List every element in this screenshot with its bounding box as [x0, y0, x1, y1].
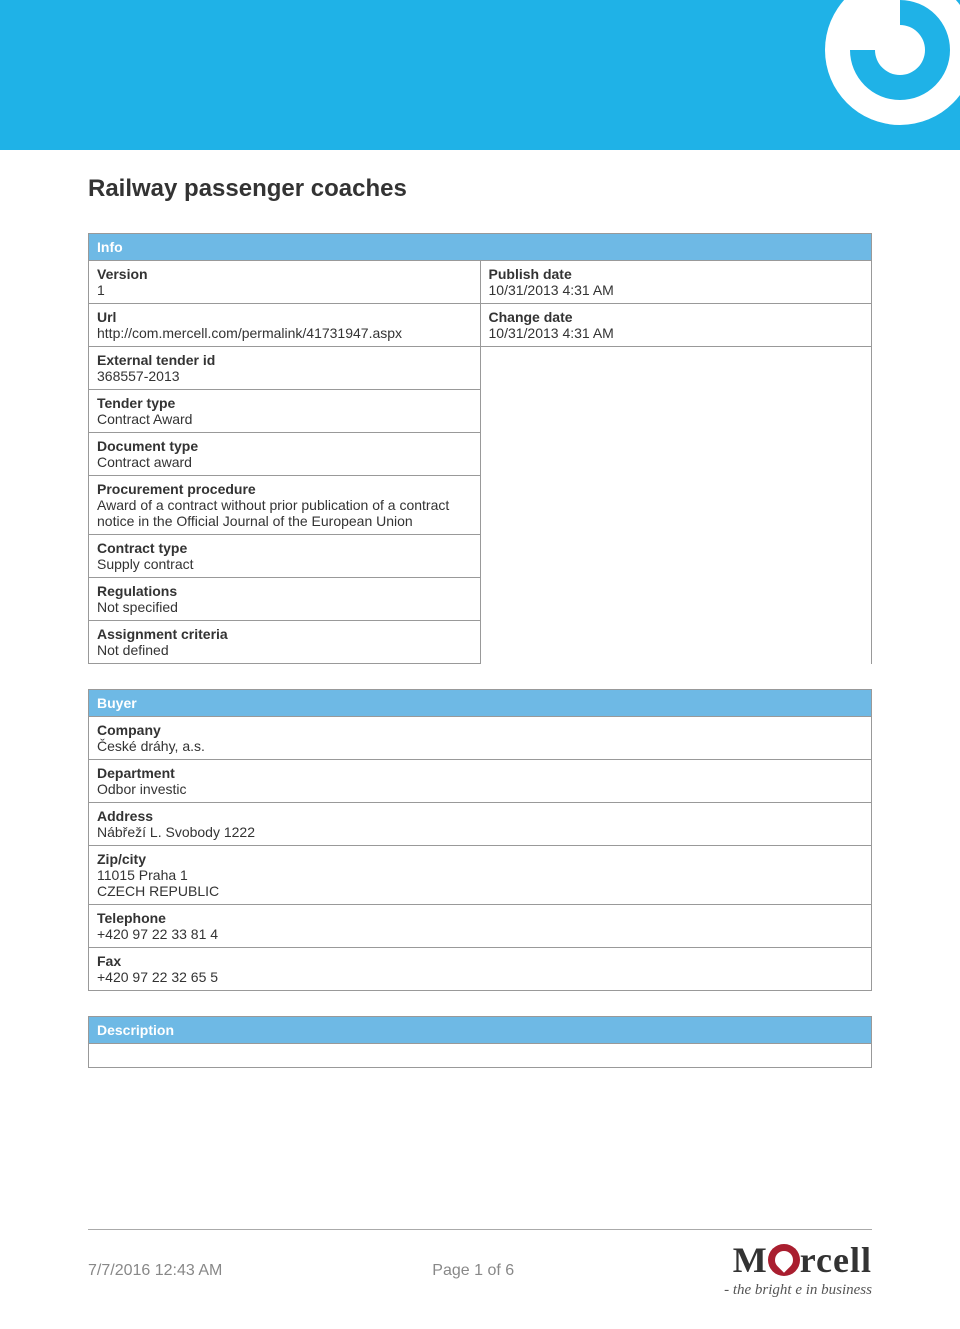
header-banner	[0, 0, 960, 150]
info-label: Tender type	[97, 395, 472, 411]
footer-divider	[88, 1229, 872, 1230]
footer: 7/7/2016 12:43 AM Page 1 of 6 Mrcell - t…	[88, 1229, 872, 1299]
description-section: Description	[88, 1016, 872, 1068]
info-value: http://com.mercell.com/permalink/4173194…	[97, 325, 472, 341]
buyer-value: České dráhy, a.s.	[97, 738, 863, 754]
info-table: Version 1 Url http://com.mercell.com/per…	[88, 261, 872, 664]
info-label: Procurement procedure	[97, 481, 472, 497]
buyer-label: Zip/city	[97, 851, 863, 867]
info-cell: Assignment criteria Not defined	[89, 621, 480, 664]
footer-page-info: Page 1 of 6	[432, 1262, 514, 1280]
description-header: Description	[88, 1016, 872, 1044]
info-value: Not specified	[97, 599, 472, 615]
description-body	[88, 1044, 872, 1068]
buyer-value: +420 97 22 33 81 4	[97, 926, 863, 942]
info-label: Regulations	[97, 583, 472, 599]
buyer-label: Address	[97, 808, 863, 824]
info-cell: Change date 10/31/2013 4:31 AM	[481, 304, 872, 347]
info-cell: Document type Contract award	[89, 433, 480, 476]
info-value: Contract award	[97, 454, 472, 470]
info-left-column: Version 1 Url http://com.mercell.com/per…	[89, 261, 481, 664]
brand-suffix: rcell	[800, 1240, 872, 1280]
info-label: Publish date	[489, 266, 864, 282]
info-value: Not defined	[97, 642, 472, 658]
info-cell: Version 1	[89, 261, 480, 304]
info-label: Document type	[97, 438, 472, 454]
header-logo-icon	[810, 0, 960, 150]
buyer-label: Telephone	[97, 910, 863, 926]
buyer-cell: Fax +420 97 22 32 65 5	[89, 948, 871, 991]
info-value: 10/31/2013 4:31 AM	[489, 325, 864, 341]
footer-row: 7/7/2016 12:43 AM Page 1 of 6 Mrcell - t…	[88, 1242, 872, 1299]
info-value: Award of a contract without prior public…	[97, 497, 472, 529]
page-title: Railway passenger coaches	[88, 175, 872, 203]
info-value: Supply contract	[97, 556, 472, 572]
buyer-value: 11015 Praha 1	[97, 867, 863, 883]
buyer-header: Buyer	[88, 689, 872, 717]
info-cell: Contract type Supply contract	[89, 535, 480, 578]
buyer-value: Odbor investic	[97, 781, 863, 797]
buyer-label: Department	[97, 765, 863, 781]
info-value: 368557-2013	[97, 368, 472, 384]
footer-brand: Mrcell	[724, 1242, 872, 1278]
buyer-table: Company České dráhy, a.s. Department Odb…	[88, 717, 872, 991]
footer-logo: Mrcell - the bright e in business	[724, 1242, 872, 1299]
info-value: 10/31/2013 4:31 AM	[489, 282, 864, 298]
brand-o-icon	[768, 1244, 800, 1276]
info-label: Assignment criteria	[97, 626, 472, 642]
footer-timestamp: 7/7/2016 12:43 AM	[88, 1262, 222, 1280]
info-cell: Tender type Contract Award	[89, 390, 480, 433]
info-label: Change date	[489, 309, 864, 325]
footer-tagline: - the bright e in business	[724, 1282, 872, 1299]
info-cell: Procurement procedure Award of a contrac…	[89, 476, 480, 535]
info-section: Info Version 1 Url http://com.mercell.co…	[88, 233, 872, 664]
buyer-label: Company	[97, 722, 863, 738]
buyer-cell: Company České dráhy, a.s.	[89, 717, 871, 760]
info-cell: Regulations Not specified	[89, 578, 480, 621]
buyer-value-extra: CZECH REPUBLIC	[97, 883, 863, 899]
info-cell: Publish date 10/31/2013 4:31 AM	[481, 261, 872, 304]
info-label: External tender id	[97, 352, 472, 368]
info-label: Url	[97, 309, 472, 325]
buyer-cell: Department Odbor investic	[89, 760, 871, 803]
buyer-value: Nábřeží L. Svobody 1222	[97, 824, 863, 840]
info-label: Version	[97, 266, 472, 282]
info-cell: Url http://com.mercell.com/permalink/417…	[89, 304, 480, 347]
buyer-cell: Zip/city 11015 Praha 1 CZECH REPUBLIC	[89, 846, 871, 905]
buyer-label: Fax	[97, 953, 863, 969]
buyer-section: Buyer Company České dráhy, a.s. Departme…	[88, 689, 872, 991]
buyer-value: +420 97 22 32 65 5	[97, 969, 863, 985]
info-value: 1	[97, 282, 472, 298]
info-value: Contract Award	[97, 411, 472, 427]
info-header: Info	[88, 233, 872, 261]
info-right-column: Publish date 10/31/2013 4:31 AM Change d…	[481, 261, 872, 664]
info-label: Contract type	[97, 540, 472, 556]
info-cell: External tender id 368557-2013	[89, 347, 480, 390]
brand-prefix: M	[733, 1240, 768, 1280]
buyer-cell: Address Nábřeží L. Svobody 1222	[89, 803, 871, 846]
buyer-cell: Telephone +420 97 22 33 81 4	[89, 905, 871, 948]
